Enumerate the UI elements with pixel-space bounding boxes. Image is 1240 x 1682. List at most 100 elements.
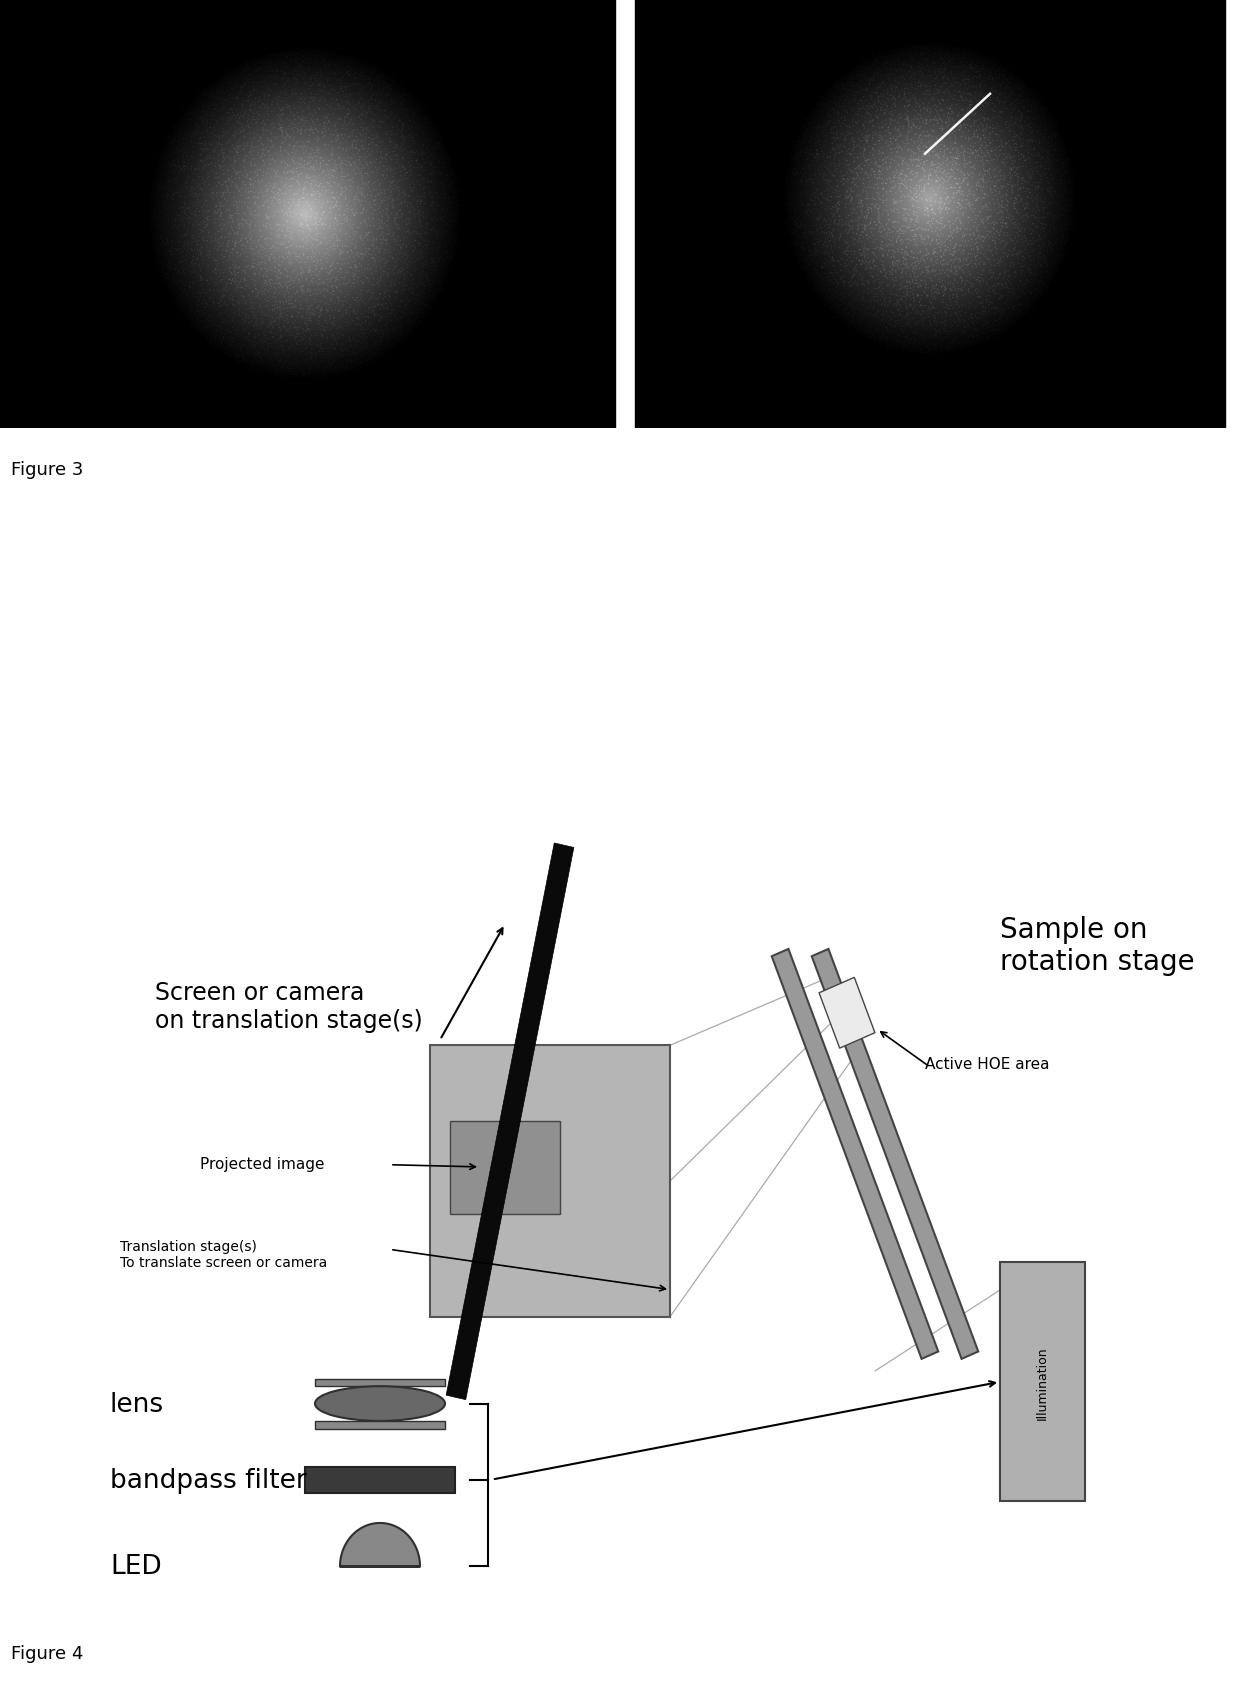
Point [382, 170, 402, 197]
Point [171, 156, 191, 183]
Point [1058, 178, 1078, 205]
Point [895, 304, 915, 331]
Point [161, 185, 181, 212]
Point [841, 242, 861, 269]
Point [156, 153, 176, 180]
Point [443, 283, 463, 309]
Point [184, 225, 203, 252]
Point [341, 294, 361, 321]
Point [187, 279, 207, 306]
Point [215, 276, 234, 303]
Point [779, 114, 799, 141]
Point [265, 24, 285, 50]
Point [172, 200, 192, 227]
Point [833, 309, 853, 336]
Point [1027, 276, 1047, 303]
Point [945, 148, 965, 175]
Point [327, 284, 347, 311]
Point [346, 234, 366, 261]
Point [448, 241, 467, 267]
Point [278, 276, 298, 303]
Point [263, 146, 283, 173]
Point [925, 143, 945, 170]
Point [232, 177, 252, 204]
Point [383, 114, 403, 141]
Point [784, 118, 804, 145]
Point [952, 225, 972, 252]
Point [932, 160, 952, 187]
Point [455, 232, 475, 259]
Point [763, 180, 782, 207]
Point [366, 242, 386, 269]
Point [853, 286, 873, 313]
Point [1064, 135, 1084, 161]
Point [982, 67, 1002, 94]
Point [843, 113, 863, 140]
Point [935, 311, 955, 338]
Point [294, 363, 314, 390]
Point [367, 217, 387, 244]
Point [386, 56, 405, 82]
Point [439, 146, 459, 173]
Point [1034, 190, 1054, 217]
Point [221, 153, 241, 180]
Point [1064, 173, 1084, 200]
Point [869, 193, 889, 220]
Point [249, 180, 269, 207]
Point [219, 222, 239, 249]
Point [303, 303, 322, 330]
Point [791, 182, 811, 209]
Point [947, 291, 967, 318]
Point [460, 247, 480, 274]
Point [340, 59, 360, 86]
Point [280, 167, 300, 193]
Point [796, 168, 816, 195]
Point [361, 150, 381, 177]
Point [1001, 279, 1021, 306]
Point [222, 104, 242, 131]
Point [296, 313, 316, 340]
Point [223, 219, 243, 246]
Point [965, 123, 985, 150]
Point [231, 133, 250, 160]
Point [847, 155, 867, 182]
Point [423, 294, 443, 321]
Point [940, 104, 960, 131]
Point [777, 190, 797, 217]
Point [908, 299, 928, 326]
Point [1040, 175, 1060, 202]
Point [973, 153, 993, 180]
Point [1022, 94, 1042, 121]
Point [258, 124, 278, 151]
Point [965, 118, 985, 145]
Point [939, 288, 959, 315]
Point [993, 99, 1013, 126]
Point [358, 170, 378, 197]
Point [893, 331, 913, 358]
Point [965, 86, 985, 113]
Point [195, 301, 215, 328]
Point [316, 56, 336, 82]
Point [1018, 99, 1038, 126]
Point [1049, 177, 1069, 204]
Point [296, 177, 316, 204]
Point [785, 190, 805, 217]
Point [868, 87, 888, 114]
Point [325, 156, 345, 183]
Point [825, 91, 844, 118]
Point [355, 128, 374, 155]
Point [827, 94, 847, 121]
Point [1027, 299, 1047, 326]
Point [940, 215, 960, 242]
Point [812, 183, 832, 210]
Point [805, 71, 825, 98]
Point [873, 242, 893, 269]
Point [399, 172, 419, 198]
Point [283, 81, 303, 108]
Point [915, 140, 935, 167]
Point [967, 172, 987, 198]
Point [134, 153, 154, 180]
Point [1021, 114, 1040, 141]
Point [848, 133, 868, 160]
Point [884, 326, 904, 353]
